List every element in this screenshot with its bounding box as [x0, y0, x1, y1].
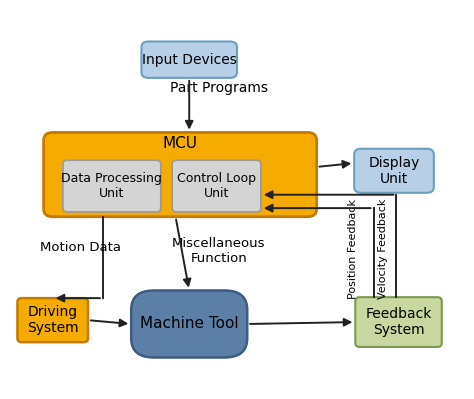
Text: Part Programs: Part Programs: [170, 81, 268, 95]
Text: MCU: MCU: [163, 136, 198, 151]
FancyBboxPatch shape: [131, 290, 247, 358]
Text: Control Loop
Unit: Control Loop Unit: [177, 172, 256, 200]
FancyBboxPatch shape: [354, 149, 434, 193]
Text: Driving
System: Driving System: [27, 305, 79, 335]
FancyBboxPatch shape: [63, 160, 161, 212]
Text: Machine Tool: Machine Tool: [140, 316, 238, 332]
FancyBboxPatch shape: [172, 160, 261, 212]
FancyBboxPatch shape: [356, 297, 442, 347]
FancyBboxPatch shape: [141, 41, 237, 78]
Text: Velocity Feedback: Velocity Feedback: [378, 199, 388, 300]
FancyBboxPatch shape: [44, 132, 317, 217]
Text: Motion Data: Motion Data: [39, 241, 120, 254]
Text: Position Feedback: Position Feedback: [348, 199, 358, 299]
Text: Miscellaneous
Function: Miscellaneous Function: [172, 237, 265, 265]
Text: Display
Unit: Display Unit: [368, 156, 419, 186]
FancyBboxPatch shape: [18, 298, 88, 342]
Text: Feedback
System: Feedback System: [365, 307, 432, 337]
Text: Data Processing
Unit: Data Processing Unit: [62, 172, 162, 200]
Text: Input Devices: Input Devices: [142, 53, 237, 67]
